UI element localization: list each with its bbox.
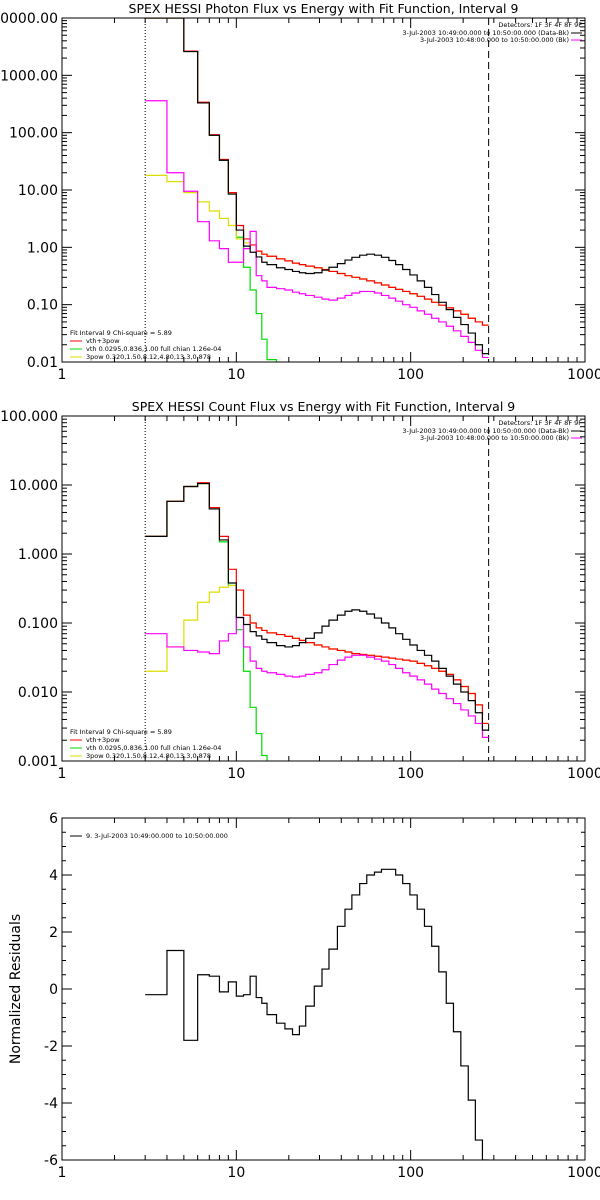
count-flux-x-tick-label: 10 (227, 766, 245, 782)
count-flux-series-data-bk (145, 482, 489, 731)
photon-flux-legend-entry: 3-Jul-2003 10:49:00.000 to 10:50:00.000 … (402, 29, 569, 37)
photon-flux-plot-frame (61, 17, 586, 363)
photon-flux-legend-entry: 3-Jul-2003 10:48:00.000 to 10:50:00.000 … (420, 36, 569, 44)
residuals-y-tick-label: -2 (44, 1039, 58, 1055)
photon-flux-series-data-bk (145, 18, 489, 355)
count-flux-series-vth (145, 482, 268, 761)
residuals-x-tick-label: 1000 (567, 1165, 600, 1181)
count-flux-y-tick-label: 0.010 (18, 685, 58, 701)
count-flux-y-tick-label: 10.000 (9, 478, 58, 494)
photon-flux-y-tick-label: 0.10 (27, 298, 58, 314)
residuals-panel: Normalized Residuals 1 10 100 1000 -6 -4 -2 0 2 4 6… (8, 811, 600, 1181)
photon-flux-title: SPEX HESSI Photon Flux vs Energy with Fi… (129, 1, 519, 16)
residuals-fit-legend-entry: 9. 3-Jul-2003 10:49:00.000 to 10:50:00.0… (86, 832, 228, 840)
count-flux-plot-frame (61, 415, 586, 762)
count-flux-series-vth-3pow (145, 482, 489, 725)
residuals-y-tick-label: -6 (44, 1153, 58, 1169)
residuals-x-tick-label: 100 (397, 1165, 424, 1181)
residuals-x-tick-label: 10 (227, 1165, 245, 1181)
count-flux-title: SPEX HESSI Count Flux vs Energy with Fit… (132, 399, 515, 414)
residuals-x-tick-label: 1 (58, 1165, 67, 1181)
photon-flux-y-tick-label: 0.01 (27, 355, 58, 371)
count-flux-fit-legend-entry: vth 0.0295,0.836,1.00 full chian 1.26e-0… (86, 744, 221, 752)
count-flux-fit-legend-entry: vth+3pow (86, 736, 120, 744)
count-flux-series-bk (145, 616, 489, 738)
count-flux-fit-legend-entry: 3pow 0.320,1.50,8.12,4.80,13.3,0.878 (86, 752, 211, 760)
count-flux-y-tick-label: 0.100 (18, 616, 58, 632)
photon-flux-fit-legend-entry: vth+3pow (86, 337, 120, 345)
count-flux-detectors-label: Detectors: 1F 3F 4F 8F 9F (498, 419, 582, 427)
count-flux-y-tick-label: 1.000 (18, 547, 58, 563)
residuals-y-tick-label: 4 (49, 868, 58, 884)
count-flux-x-tick-label: 1 (58, 766, 67, 782)
residuals-plot-frame (61, 817, 586, 1161)
photon-flux-fit-legend-entry: vth 0.0295,0.836,1.00 full chian 1.26e-0… (86, 345, 221, 353)
photon-flux-x-tick-label: 100 (397, 367, 424, 383)
photon-flux-x-tick-label: 10 (227, 367, 245, 383)
photon-flux-x-tick-label: 1000 (567, 367, 600, 383)
photon-flux-y-tick-label: 100.00 (9, 126, 58, 142)
count-flux-x-tick-label: 100 (397, 766, 424, 782)
photon-flux-y-tick-label: 10.00 (18, 183, 58, 199)
count-flux-series-3pow (145, 584, 489, 725)
residuals-ylabel: Normalized Residuals (8, 914, 24, 1064)
count-flux-panel: SPEX HESSI Count Flux vs Energy with Fit… (0, 399, 600, 782)
count-flux-legend-entry: 3-Jul-2003 10:49:00.000 to 10:50:00.000 … (402, 427, 569, 435)
photon-flux-series-vth-3pow (145, 18, 489, 326)
residuals-y-tick-label: 0 (49, 982, 58, 998)
count-flux-x-tick-label: 1000 (567, 766, 600, 782)
photon-flux-fit-legend-title: Fit Interval 9 Chi-square = 5.89 (70, 329, 172, 337)
photon-flux-panel: SPEX HESSI Photon Flux vs Energy with Fi… (0, 1, 600, 383)
count-flux-fit-legend-title: Fit Interval 9 Chi-square = 5.89 (70, 728, 172, 736)
photon-flux-x-tick-label: 1 (58, 367, 67, 383)
count-flux-y-tick-label: 0.001 (18, 754, 58, 770)
residuals-series-residuals (145, 868, 489, 1160)
photon-flux-y-tick-label: 1.00 (27, 240, 58, 256)
count-flux-legend-entry: 3-Jul-2003 10:48:00.000 to 10:50:00.000 … (420, 434, 569, 442)
count-flux-y-tick-label: 100.000 (0, 409, 58, 425)
photon-flux-y-tick-label: 1000.00 (0, 68, 58, 84)
photon-flux-series-bk (145, 100, 489, 359)
photon-flux-detectors-label: Detectors: 1F 3F 4F 8F 9F (498, 21, 582, 29)
residuals-y-tick-label: 6 (49, 811, 58, 827)
residuals-y-tick-label: 2 (49, 925, 58, 941)
residuals-y-tick-label: -4 (44, 1096, 58, 1112)
photon-flux-fit-legend-entry: 3pow 0.320,1.50,8.12,4.80,13.3,0.878 (86, 353, 211, 361)
